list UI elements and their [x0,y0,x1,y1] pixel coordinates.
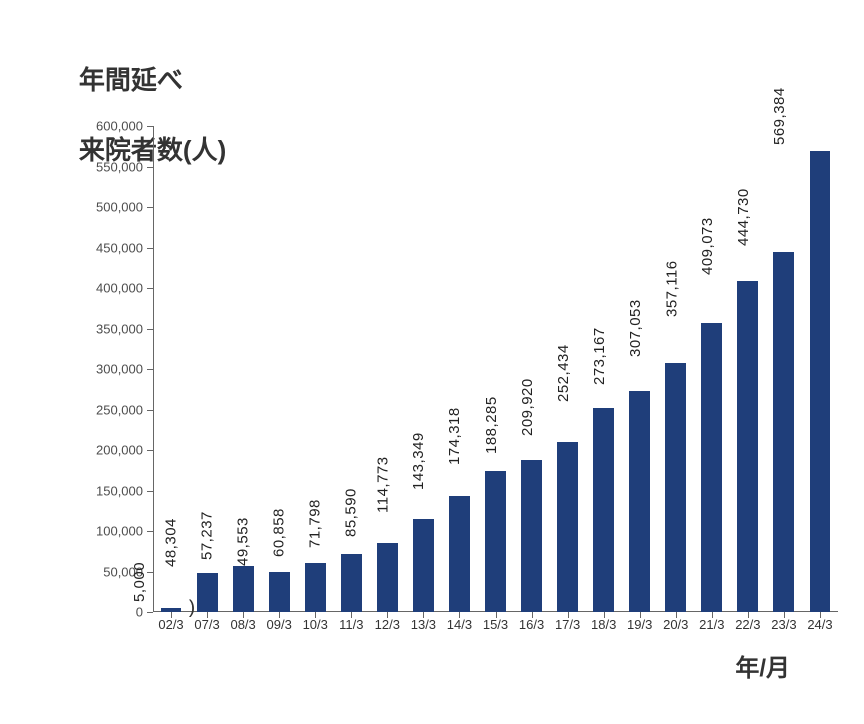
x-tick-label: 13/3 [411,617,436,632]
x-tick-label: 08/3 [230,617,255,632]
x-tick-label: 19/3 [627,617,652,632]
x-tick-label: 22/3 [735,617,760,632]
bar: 188,285 [521,460,542,613]
x-tick-label: 21/3 [699,617,724,632]
bar: 85,590 [377,543,398,612]
x-tick-label: 12/3 [375,617,400,632]
x-tick-label: 14/3 [447,617,472,632]
bar: 273,167 [629,391,650,612]
bar-value-label: 71,798 [307,499,324,554]
y-tick-label: 400,000 [96,281,143,296]
bar: 252,434 [593,408,614,612]
x-tick-label: 07/3 [194,617,219,632]
title-line-1: 年間延べ [79,65,183,95]
bar: 209,920 [557,442,578,612]
bar-value-label: 409,073 [699,217,716,281]
bar-value-label: 273,167 [591,327,608,391]
x-tick-label: 23/3 [771,617,796,632]
chart-container: 年間延べ 来院者数(人) 050,000100,000150,000200,00… [0,0,864,724]
bar-value-label: 188,285 [483,396,500,460]
bar: 444,730 [773,252,794,612]
bar: 174,318 [485,471,506,612]
x-tick-label: 18/3 [591,617,616,632]
y-tick-label: 500,000 [96,200,143,215]
bar: 48,304 [197,573,218,612]
x-axis-title: 年/月 [735,648,790,683]
bar: 307,053 [665,363,686,612]
bar-value-label: 143,349 [411,432,428,496]
bar: 409,073 [737,281,758,612]
bar-value-label: 60,858 [271,508,288,563]
bar: 143,349 [449,496,470,612]
y-tick-label: 450,000 [96,240,143,255]
bar: 57,237 [233,566,254,612]
bar: 357,116 [701,323,722,612]
bar-value-label: 252,434 [555,344,572,408]
x-labels: 02/3 07/3 08/3 09/3 10/3 11/3 12/3 13/3 14/3 15/3… [153,612,838,642]
bar-value-label: 85,590 [343,488,360,543]
y-tick-label: 200,000 [96,443,143,458]
y-tick-label: 550,000 [96,159,143,174]
bar-value-label: 57,237 [199,511,216,566]
x-tick-label: 10/3 [303,617,328,632]
x-tick-label: 02/3 [158,617,183,632]
bar-value-label: 209,920 [519,378,536,442]
y-tick-label: 150,000 [96,483,143,498]
bar: 60,858 [305,563,326,612]
bar: 49,553 [269,572,290,612]
bar-value-label: 569,384 [771,87,788,151]
bar: 71,798 [341,554,362,612]
plot-area: 050,000100,000150,000200,000250,000300,0… [153,126,838,612]
x-tick-label: 16/3 [519,617,544,632]
x-tick-label: 24/3 [807,617,832,632]
x-tick-label: 09/3 [267,617,292,632]
bar-value-label: 307,053 [627,300,644,364]
y-tick-label: 250,000 [96,402,143,417]
bar: 114,773 [413,519,434,612]
bar-value-label: 48,304 [163,518,180,573]
y-tick-label: 300,000 [96,362,143,377]
bar-value-label: 357,116 [664,260,681,323]
y-tick-label: 350,000 [96,321,143,336]
bar-value-label: 444,730 [735,188,752,252]
y-tick-label: 600,000 [96,119,143,134]
bar-value-label: 5,000 [131,562,148,608]
bar-value-label: 49,553 [235,517,252,572]
bar: 569,384 [810,151,831,612]
bars-group: 5,000))48,30457,23749,55360,85871,79885,… [153,126,838,612]
bar-value-label: 114,773 [375,456,392,519]
y-tick-label: 100,000 [96,524,143,539]
bar-value-label: 174,318 [447,407,464,471]
x-tick-label: 15/3 [483,617,508,632]
x-tick-label: 17/3 [555,617,580,632]
x-tick-label: 20/3 [663,617,688,632]
x-tick-label: 11/3 [339,617,363,632]
